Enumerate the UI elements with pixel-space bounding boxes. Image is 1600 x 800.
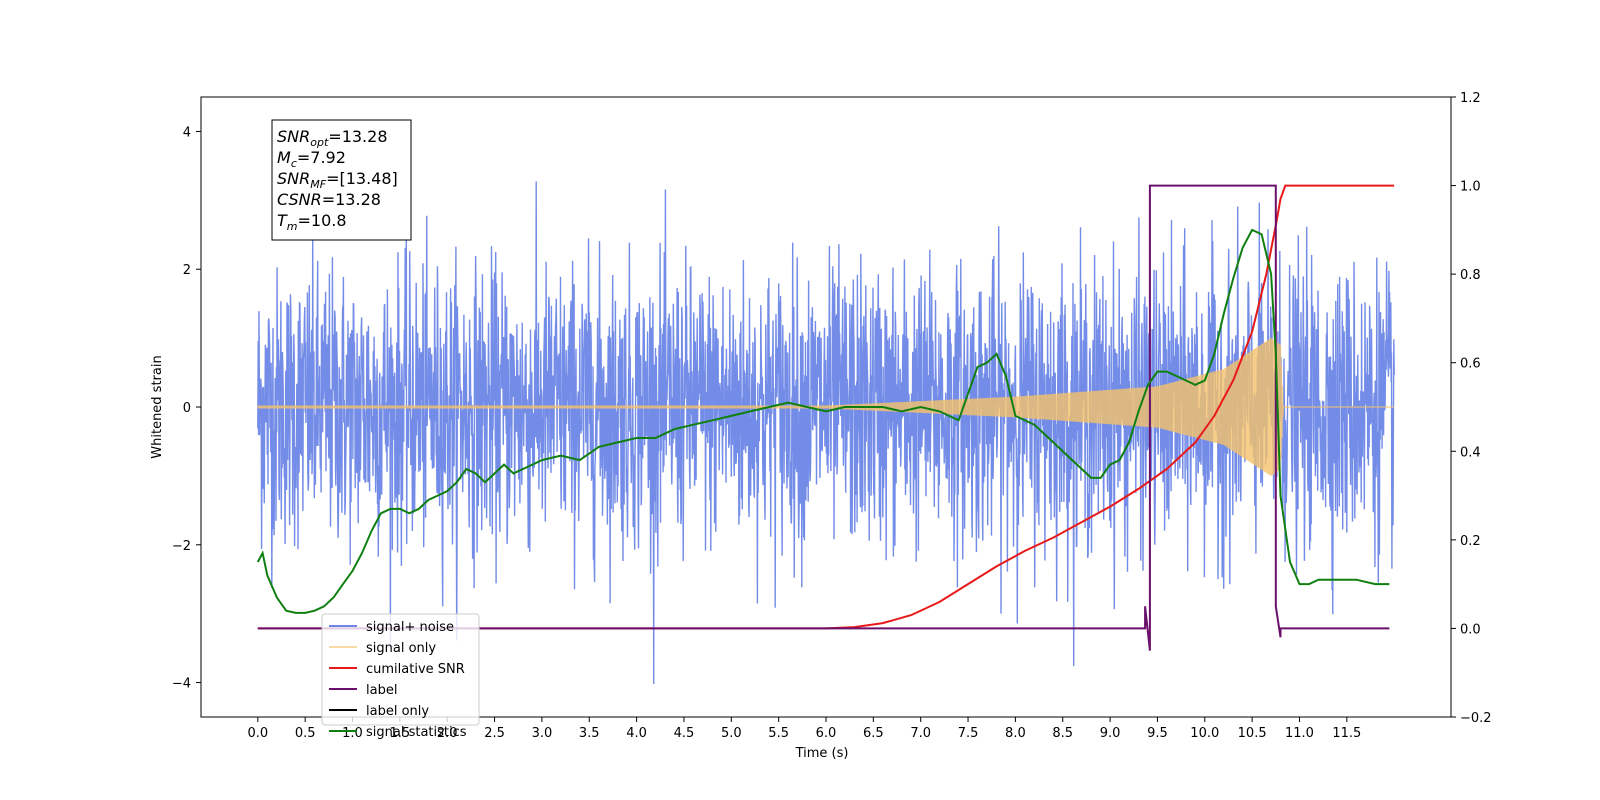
data-layer (256, 181, 1395, 685)
x-tick-label: 5.0 (721, 726, 742, 741)
x-tick-label: 8.0 (1005, 726, 1026, 741)
series-line-5 (256, 228, 1390, 614)
x-tick-label: 7.5 (958, 726, 979, 741)
x-tick-label: 11.5 (1332, 726, 1361, 741)
legend: signal+ noise signal only cumilative SNR la… (321, 613, 480, 740)
axes-layer: 0.0 0.5 1.0 1.5 2.0 2.5 3.0 3.5 4.0 4.5 5.0 5.5 6.0 6… (172, 91, 1492, 741)
x-tick-label: 1.0 (342, 726, 363, 741)
y-tick-label: −2 (172, 539, 191, 554)
x-tick-label: 7.0 (910, 726, 931, 741)
annotation-line: SNRopt=13.28 (277, 127, 388, 149)
x-tick-label: 0.5 (295, 726, 316, 741)
x-tick-label: 11.0 (1285, 726, 1314, 741)
x-tick-label: 3.0 (532, 726, 553, 741)
annotation-line: Tm=10.8 (277, 211, 347, 233)
x-axis-label: Time (s) (795, 746, 849, 761)
y2-tick-label: 1.2 (1460, 91, 1481, 106)
legend-label: signal statistics (366, 725, 467, 740)
y2-tick-label: 0.6 (1460, 357, 1481, 372)
y2-tick-label: 0.0 (1460, 622, 1481, 637)
y2-tick-label: 0.8 (1460, 268, 1481, 283)
y2-tick-label: −0.2 (1460, 711, 1492, 726)
annotation-line: CSNR=13.28 (277, 190, 381, 209)
stats-annotation-box: SNRopt=13.28Mc=7.92SNRMF=[13.48]CSNR=13.… (271, 119, 412, 241)
legend-label: cumilative SNR (366, 662, 465, 677)
legend-label: label (366, 683, 397, 698)
x-tick-label: 1.5 (390, 726, 411, 741)
x-tick-label: 3.5 (579, 726, 600, 741)
y2-tick-label: 1.0 (1460, 180, 1481, 195)
x-tick-label: 9.5 (1147, 726, 1168, 741)
y2-tick-label: 0.2 (1460, 534, 1481, 549)
x-tick-label: 2.5 (484, 726, 505, 741)
x-tick-label: 4.0 (626, 726, 647, 741)
x-tick-label: 6.0 (816, 726, 837, 741)
x-tick-label: 8.5 (1052, 726, 1073, 741)
series-line-3 (257, 184, 1390, 651)
y-tick-label: 2 (183, 263, 191, 278)
x-tick-label: 0.0 (247, 726, 268, 741)
y-axis-label: Whitened strain (150, 355, 165, 458)
x-tick-label: 6.5 (863, 726, 884, 741)
y-tick-label: −4 (172, 677, 191, 692)
x-tick-label: 10.0 (1190, 726, 1219, 741)
series-line-2 (257, 184, 1395, 630)
annotation-frame (271, 119, 412, 241)
x-tick-label: 5.5 (768, 726, 789, 741)
annotation-line: Mc=7.92 (277, 148, 346, 170)
y2-tick-label: 0.4 (1460, 445, 1481, 460)
x-tick-label: 10.5 (1238, 726, 1267, 741)
legend-frame (321, 613, 480, 726)
legend-label: label only (366, 704, 429, 719)
series-signal-only-line (257, 338, 1395, 476)
x-tick-label: 4.5 (674, 726, 695, 741)
x-tick-label: 2.0 (437, 726, 458, 741)
legend-label: signal+ noise (366, 620, 454, 635)
y-tick-label: 0 (183, 401, 191, 416)
legend-label: signal only (366, 641, 436, 656)
annotation-line: SNRMF=[13.48] (277, 169, 398, 191)
x-tick-label: 9.0 (1100, 726, 1121, 741)
y-tick-label: 4 (183, 125, 191, 140)
